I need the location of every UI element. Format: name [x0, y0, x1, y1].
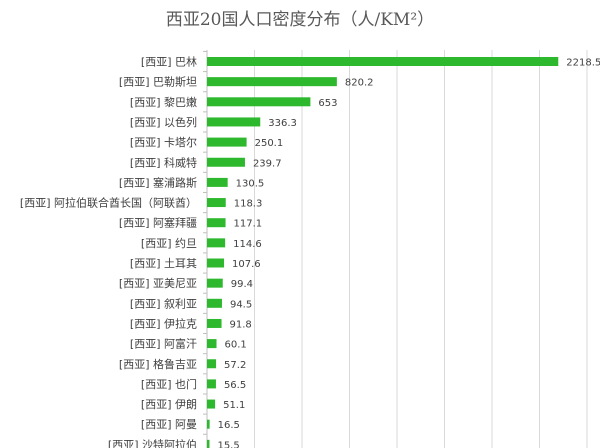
bar [207, 318, 222, 328]
data-label: 15.5 [217, 440, 239, 448]
data-label: 56.5 [224, 380, 246, 391]
category-label: [西亚] 塞浦路斯 [119, 175, 197, 189]
category-label: [西亚] 土耳其 [130, 257, 197, 270]
data-label: 118.3 [234, 199, 263, 210]
data-label: 250.1 [255, 138, 284, 149]
data-label: 336.3 [268, 118, 297, 129]
bar [207, 278, 223, 288]
data-label: 60.1 [225, 340, 247, 351]
bar [207, 198, 226, 208]
bar [207, 57, 559, 66]
bar [207, 298, 222, 308]
data-label: 820.2 [345, 78, 374, 89]
bars: [西亚] 巴林 2218.5 [西亚] 巴勒斯坦 820.2 [西亚] 黎巴嫩 653 [西… [20, 55, 600, 448]
category-label: [西亚] 以色列 [130, 115, 197, 129]
category-label: [西亚] 也门 [141, 377, 197, 391]
data-label: 57.2 [224, 360, 246, 371]
category-label: [西亚] 黎巴嫩 [130, 95, 197, 109]
bar [207, 359, 217, 369]
category-label: [西亚] 巴林 [141, 55, 197, 69]
category-label: [西亚] 亚美尼亚 [119, 277, 197, 290]
bar [207, 137, 247, 147]
bar [207, 97, 311, 107]
bar [207, 439, 210, 448]
data-label: 94.5 [230, 299, 252, 310]
data-label: 117.1 [234, 219, 263, 230]
gridlines [203, 50, 588, 448]
category-label: [西亚] 阿拉伯联合酋长国（阿联酋） [20, 196, 197, 210]
data-label: 114.6 [233, 239, 262, 250]
category-label: [西亚] 阿塞拜疆 [119, 216, 197, 230]
data-label: 2218.5 [566, 58, 600, 69]
category-label: [西亚] 伊拉克 [130, 316, 197, 330]
bar [207, 218, 226, 228]
bar [207, 238, 226, 248]
data-label: 99.4 [231, 279, 253, 290]
category-label: [西亚] 叙利亚 [130, 296, 197, 310]
category-label: [西亚] 卡塔尔 [130, 136, 197, 149]
category-label: [西亚] 阿曼 [141, 418, 197, 431]
bar [207, 399, 216, 409]
data-label: 239.7 [253, 158, 282, 169]
category-label: [西亚] 巴勒斯坦 [119, 75, 197, 89]
category-label: [西亚] 科威特 [130, 155, 197, 169]
bar [207, 77, 337, 87]
category-label: [西亚] 伊朗 [141, 398, 197, 411]
data-label: 653 [318, 98, 337, 109]
bar [207, 379, 216, 389]
category-label: [西亚] 阿富汗 [130, 337, 197, 351]
category-label: [西亚] 格鲁吉亚 [119, 357, 197, 371]
chart-title: 西亚20国人口密度分布（人/KM²） [166, 10, 434, 30]
data-label: 16.5 [218, 420, 240, 431]
bar [207, 157, 245, 167]
category-label: [西亚] 沙特阿拉伯 [108, 437, 197, 448]
bar [207, 117, 261, 127]
bar [207, 339, 217, 349]
bar [207, 258, 225, 268]
bar [207, 177, 228, 187]
category-label: [西亚] 约旦 [141, 237, 197, 250]
data-label: 51.1 [223, 400, 245, 411]
data-label: 91.8 [230, 319, 252, 330]
data-label: 107.6 [232, 259, 261, 270]
bar [207, 419, 210, 429]
data-label: 130.5 [236, 178, 265, 189]
